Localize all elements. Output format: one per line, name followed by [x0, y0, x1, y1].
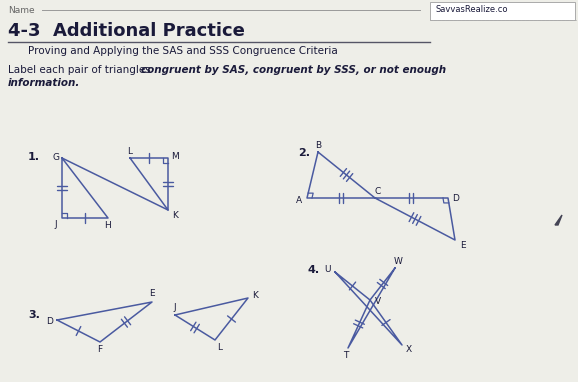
Text: T: T	[343, 351, 349, 361]
Text: X: X	[406, 345, 412, 354]
Text: K: K	[252, 291, 258, 301]
Text: 4-3  Additional Practice: 4-3 Additional Practice	[8, 22, 245, 40]
Text: V: V	[375, 298, 381, 306]
Text: Label each pair of triangles: Label each pair of triangles	[8, 65, 154, 75]
Text: Proving and Applying the SAS and SSS Congruence Criteria: Proving and Applying the SAS and SSS Con…	[28, 46, 338, 56]
Text: 2.: 2.	[298, 148, 310, 158]
Text: 3.: 3.	[28, 310, 40, 320]
Text: A: A	[296, 196, 302, 204]
Text: congruent by SAS, congruent by SSS, or not enough: congruent by SAS, congruent by SSS, or n…	[141, 65, 446, 75]
Text: 1.: 1.	[28, 152, 40, 162]
Text: information.: information.	[8, 78, 80, 88]
Text: K: K	[172, 210, 178, 220]
Text: Name: Name	[8, 6, 35, 15]
Text: W: W	[394, 256, 402, 265]
Polygon shape	[555, 215, 562, 225]
Text: SavvasRealize.co: SavvasRealize.co	[436, 5, 509, 14]
Text: J: J	[55, 220, 57, 228]
Text: C: C	[375, 186, 381, 196]
FancyBboxPatch shape	[430, 2, 575, 20]
Text: B: B	[315, 141, 321, 149]
Text: E: E	[149, 290, 155, 298]
Text: U: U	[325, 265, 331, 275]
Text: M: M	[171, 152, 179, 160]
Text: D: D	[453, 194, 460, 202]
Text: G: G	[53, 152, 60, 162]
Text: E: E	[460, 241, 466, 249]
Text: F: F	[98, 345, 102, 354]
Text: L: L	[128, 147, 132, 155]
Text: H: H	[105, 220, 112, 230]
Text: L: L	[217, 343, 223, 353]
Text: D: D	[47, 317, 53, 327]
Text: 4.: 4.	[308, 265, 320, 275]
Text: J: J	[173, 303, 176, 311]
